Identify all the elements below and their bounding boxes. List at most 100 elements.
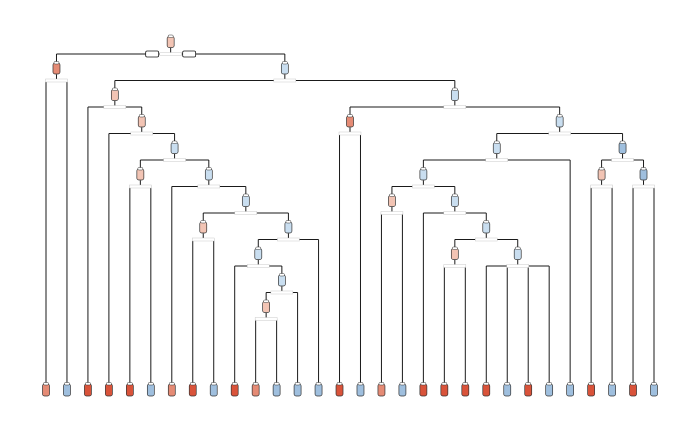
node-cap xyxy=(462,382,469,386)
node-box xyxy=(262,301,270,313)
node-box xyxy=(167,383,176,397)
node-cap xyxy=(452,193,458,197)
node-cap xyxy=(255,246,262,250)
tree-split-node xyxy=(137,114,146,128)
node-cap xyxy=(389,193,395,197)
tree-split-node xyxy=(136,167,145,181)
node-box xyxy=(52,62,61,75)
node-cap xyxy=(167,34,174,38)
tree-split-node xyxy=(482,220,491,234)
node-box xyxy=(230,383,239,397)
tree-leaf-node xyxy=(42,382,50,397)
tree-split-node xyxy=(492,140,501,154)
split-label-plate xyxy=(443,264,467,268)
node-box xyxy=(545,383,554,397)
node-box xyxy=(618,142,627,154)
node-cap xyxy=(504,382,510,386)
tree-leaf-node xyxy=(188,382,197,397)
split-label-plate xyxy=(380,211,404,215)
node-box xyxy=(209,383,218,397)
split-label-plate xyxy=(548,131,571,136)
tree-leaf-node xyxy=(440,382,449,397)
node-box xyxy=(63,383,71,397)
tree-leaf-node xyxy=(650,382,658,397)
node-box xyxy=(42,383,50,397)
node-box xyxy=(346,115,354,128)
node-cap xyxy=(200,220,206,224)
split-label-plate xyxy=(506,264,529,268)
node-cap xyxy=(588,382,594,386)
node-box xyxy=(293,383,302,397)
node-box xyxy=(388,195,396,207)
split-label-plate xyxy=(338,131,362,136)
node-cap xyxy=(420,382,427,386)
tree-nodes xyxy=(42,34,658,397)
split-label-plate xyxy=(277,237,300,242)
node-box xyxy=(278,274,286,287)
node-box xyxy=(126,383,134,397)
node-cap xyxy=(231,382,238,386)
tree-split-node xyxy=(639,167,648,181)
tree-leaf-node xyxy=(398,382,407,397)
node-cap xyxy=(243,193,249,197)
split-label-plate xyxy=(103,105,127,109)
node-cap xyxy=(106,382,112,386)
tree-split-node xyxy=(450,193,459,207)
node-cap xyxy=(452,246,458,250)
tree-leaf-node xyxy=(524,382,533,397)
tree-split-node xyxy=(278,273,286,287)
split-label-plate xyxy=(129,184,152,189)
tree-leaf-node xyxy=(335,382,344,397)
node-cap xyxy=(285,220,292,224)
tree-leaf-node xyxy=(293,382,302,397)
split-label-plate xyxy=(443,105,467,109)
split-label-plate xyxy=(590,184,613,189)
node-cap xyxy=(357,382,364,386)
node-cap xyxy=(137,167,144,171)
node-cap xyxy=(169,382,175,386)
node-box xyxy=(629,383,637,397)
tree-split-node xyxy=(450,87,459,101)
split-label-plate xyxy=(130,131,153,136)
node-cap xyxy=(53,61,60,65)
split-label-plate xyxy=(197,184,221,189)
tree-split-node xyxy=(262,299,270,313)
node-box xyxy=(639,168,648,181)
node-box xyxy=(650,383,658,397)
node-box xyxy=(503,383,512,397)
tree-leaf-node xyxy=(146,382,155,397)
split-label-plate xyxy=(192,237,215,242)
node-box xyxy=(461,383,470,397)
split-label-plate xyxy=(611,158,634,162)
tree-split-node xyxy=(170,140,179,154)
node-box xyxy=(482,221,491,234)
node-cap xyxy=(441,382,448,386)
tree-split-node xyxy=(388,193,396,207)
root-split-label-left xyxy=(145,50,160,58)
node-box xyxy=(356,383,365,397)
node-box xyxy=(419,383,428,397)
node-cap xyxy=(420,167,427,171)
node-cap xyxy=(630,382,636,386)
node-box xyxy=(450,89,459,101)
node-cap xyxy=(148,382,154,386)
tree-split-node xyxy=(618,140,627,154)
tree-leaf-node xyxy=(503,382,512,397)
tree-split-node xyxy=(597,167,606,181)
node-cap xyxy=(546,382,552,386)
node-box xyxy=(608,383,616,397)
tree-split-node xyxy=(254,246,263,260)
tree-leaf-node xyxy=(251,382,260,397)
node-cap xyxy=(282,61,288,65)
tree-leaf-node xyxy=(84,382,92,397)
node-box xyxy=(280,62,289,75)
node-box xyxy=(110,89,119,101)
node-cap xyxy=(399,382,406,386)
node-cap xyxy=(64,382,70,386)
node-cap xyxy=(483,382,490,386)
node-box xyxy=(524,383,533,397)
node-box xyxy=(188,383,197,397)
node-box xyxy=(170,142,179,154)
node-cap xyxy=(206,167,212,171)
node-cap xyxy=(190,382,196,386)
